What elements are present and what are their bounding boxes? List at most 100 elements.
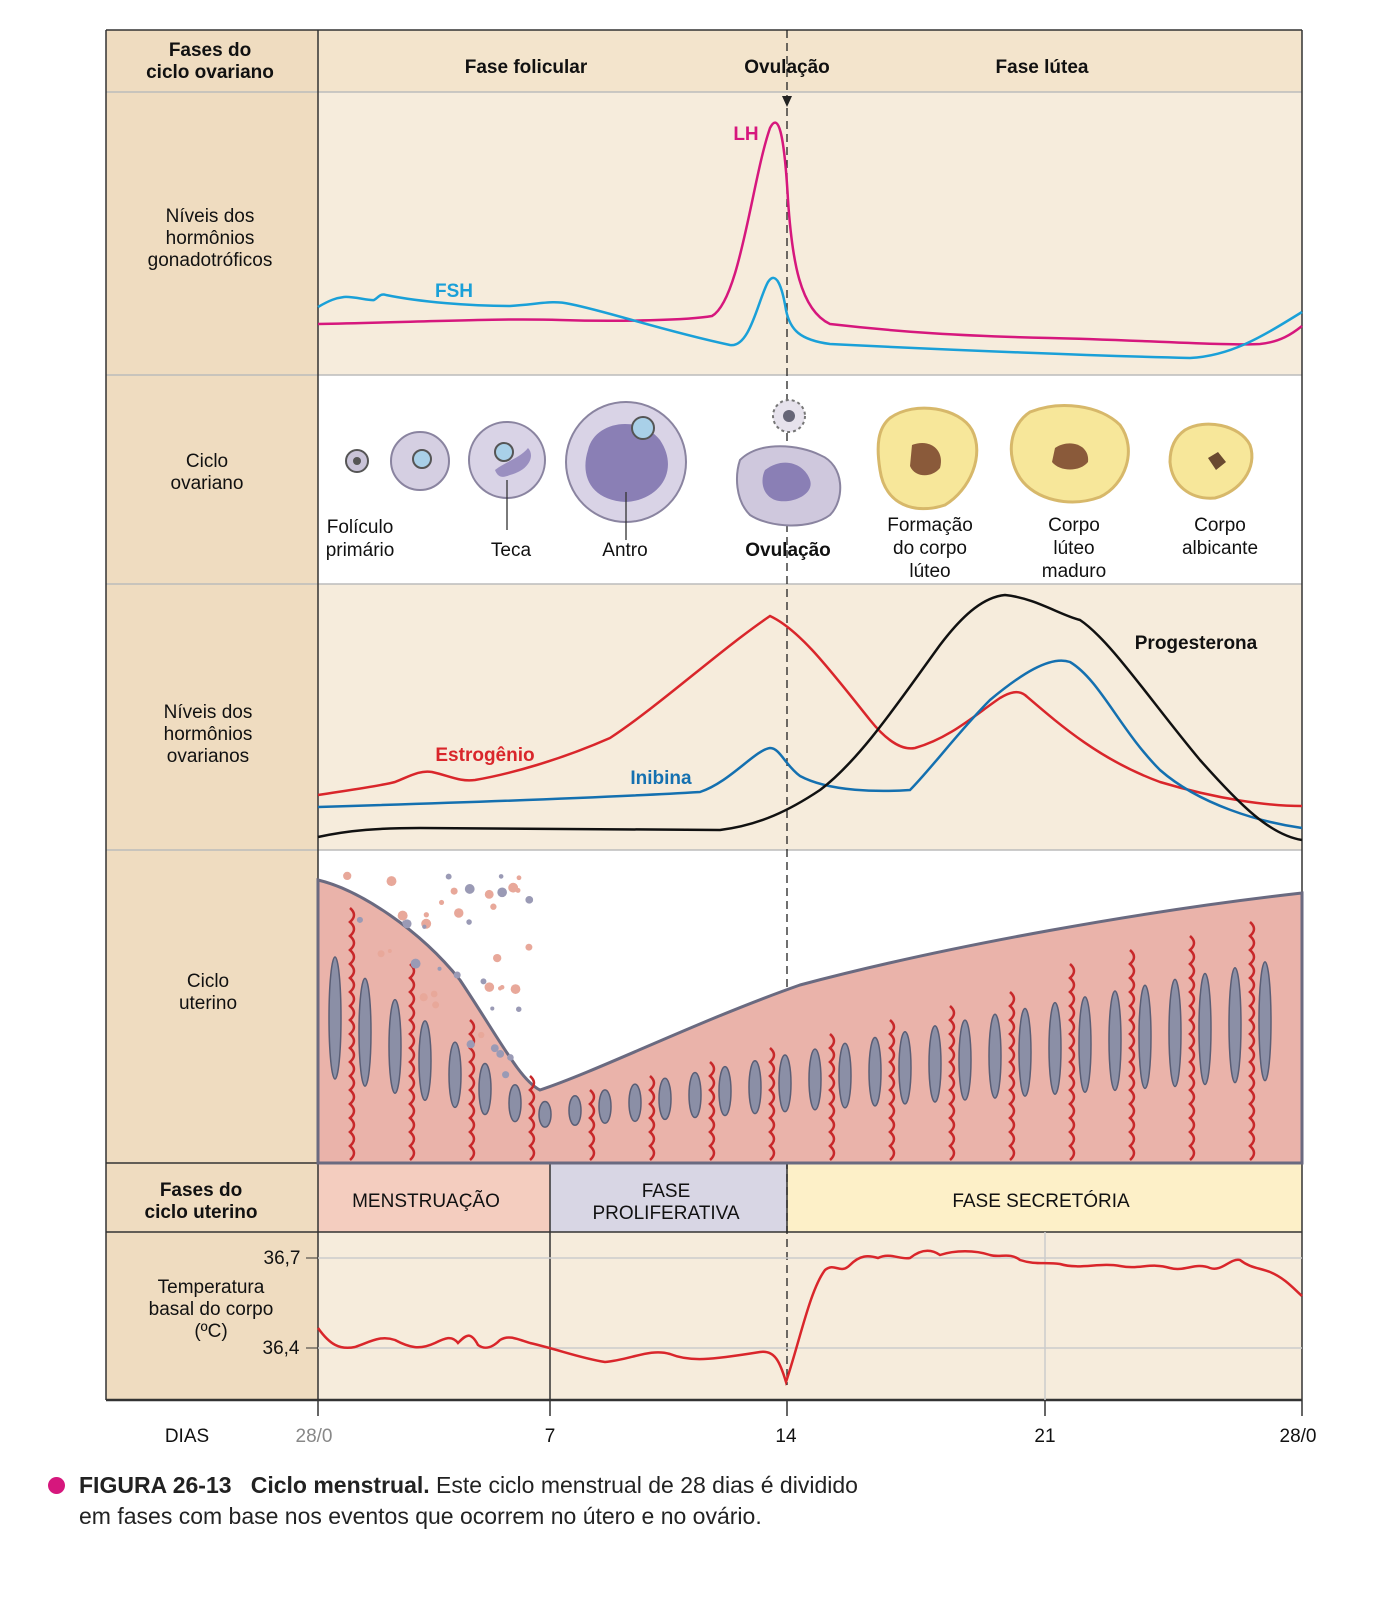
- shed-tissue-fragment: [398, 911, 408, 921]
- shed-tissue-fragment: [439, 900, 444, 905]
- label-antrum: Antro: [602, 540, 647, 561]
- gland: [1049, 1003, 1061, 1095]
- gland: [479, 1063, 491, 1114]
- figure-caption: FIGURA 26-13 Ciclo menstrual. Este ciclo…: [48, 1470, 858, 1532]
- shed-tissue-fragment: [490, 904, 496, 910]
- caption-text-2: em fases com base nos eventos que ocorre…: [48, 1503, 762, 1529]
- day-tick-7: 7: [545, 1426, 556, 1447]
- shed-tissue-fragment: [465, 884, 475, 894]
- shed-tissue-fragment: [490, 1006, 494, 1010]
- shed-tissue-fragment: [454, 908, 463, 917]
- lh-label: LH: [733, 124, 758, 145]
- gland: [719, 1067, 731, 1116]
- shed-tissue-fragment: [466, 919, 472, 925]
- inhibin-label: Inibina: [630, 768, 692, 789]
- gland: [1139, 985, 1151, 1088]
- gland: [1169, 979, 1181, 1086]
- gland: [749, 1061, 761, 1114]
- shed-tissue-fragment: [497, 888, 507, 898]
- gland: [419, 1021, 431, 1100]
- shed-tissue-fragment: [525, 896, 533, 904]
- gland: [959, 1020, 971, 1100]
- phase-luteal: Fase lútea: [996, 57, 1089, 78]
- secretory-label: FASE SECRETÓRIA: [952, 1190, 1130, 1212]
- shed-tissue-fragment: [424, 912, 429, 917]
- shed-tissue-fragment: [517, 875, 522, 880]
- shed-tissue-fragment: [502, 1071, 509, 1078]
- bullet-icon: [48, 1477, 65, 1494]
- gland: [599, 1090, 611, 1123]
- gland: [569, 1096, 581, 1126]
- gland: [809, 1049, 821, 1110]
- caption-text-1: Este ciclo menstrual de 28 dias é dividi…: [436, 1472, 858, 1498]
- shed-tissue-fragment: [446, 874, 452, 880]
- gland: [1079, 997, 1091, 1092]
- gland: [359, 978, 371, 1086]
- figure-number: FIGURA 26-13: [79, 1472, 232, 1498]
- gonadotropic-panel: [318, 92, 1302, 375]
- shed-tissue-fragment: [499, 874, 504, 879]
- shed-tissue-fragment: [388, 949, 392, 953]
- shed-tissue-fragment: [485, 890, 494, 899]
- temperature-panel: [318, 1232, 1302, 1400]
- shed-tissue-fragment: [496, 1050, 504, 1058]
- label-theca: Teca: [491, 540, 532, 561]
- temp-tick-367: 36,7: [264, 1248, 301, 1269]
- shed-tissue-fragment: [516, 1007, 521, 1012]
- shed-tissue-fragment: [491, 1044, 499, 1052]
- proliferative-label-2: PROLIFERATIVA: [592, 1203, 739, 1224]
- gland: [779, 1055, 791, 1112]
- shed-tissue-fragment: [420, 993, 428, 1001]
- gland: [1019, 1008, 1031, 1096]
- progesterone-label: Progesterona: [1135, 633, 1258, 654]
- row-label-uterine-phases: Fases do ciclo uterino: [145, 1180, 258, 1223]
- shed-tissue-fragment: [403, 919, 412, 928]
- proliferative-label-1: FASE: [642, 1181, 691, 1202]
- shed-tissue-fragment: [387, 876, 397, 886]
- shed-tissue-fragment: [478, 1032, 484, 1038]
- gland: [509, 1085, 521, 1122]
- gland: [989, 1014, 1001, 1098]
- shed-tissue-fragment: [343, 872, 351, 880]
- shed-tissue-fragment: [431, 991, 438, 998]
- shed-tissue-fragment: [516, 888, 521, 893]
- label-ovulation: Ovulação: [745, 540, 831, 561]
- gland: [929, 1026, 941, 1102]
- gland: [629, 1084, 641, 1121]
- gland: [1229, 968, 1241, 1083]
- gland: [329, 957, 341, 1079]
- gland: [869, 1038, 881, 1106]
- phase-follicular: Fase folicular: [465, 57, 588, 78]
- shed-tissue-fragment: [507, 1054, 514, 1061]
- gland: [1259, 962, 1271, 1081]
- shed-tissue-fragment: [498, 986, 502, 990]
- shed-tissue-fragment: [511, 984, 521, 994]
- shed-tissue-fragment: [411, 959, 421, 969]
- shed-tissue-fragment: [451, 888, 458, 895]
- menstruation-label: MENSTRUAÇÃO: [352, 1190, 500, 1212]
- row-label-gonadotropic: Níveis dos hormônios gonadotróficos: [148, 206, 273, 271]
- shed-tissue-fragment: [493, 954, 501, 962]
- gland: [689, 1072, 701, 1117]
- shed-tissue-fragment: [432, 1001, 439, 1008]
- gland: [839, 1043, 851, 1107]
- shed-tissue-fragment: [437, 967, 441, 971]
- shed-tissue-fragment: [467, 1040, 475, 1048]
- day-tick-0: 28/0: [296, 1426, 333, 1447]
- shed-tissue-fragment: [454, 972, 461, 979]
- ovarian-hormones-panel: [318, 584, 1302, 850]
- gland: [449, 1042, 461, 1107]
- gland: [539, 1102, 551, 1128]
- shed-tissue-fragment: [357, 917, 363, 923]
- day-tick-21: 21: [1034, 1426, 1055, 1447]
- day-tick-14: 14: [775, 1426, 797, 1447]
- gland: [659, 1078, 671, 1119]
- gland: [899, 1032, 911, 1104]
- temp-tick-364: 36,4: [263, 1338, 300, 1359]
- shed-tissue-fragment: [525, 944, 532, 951]
- gland: [1109, 991, 1121, 1090]
- day-tick-28: 28/0: [1280, 1426, 1317, 1447]
- gland: [1199, 974, 1211, 1085]
- fsh-label: FSH: [435, 281, 473, 302]
